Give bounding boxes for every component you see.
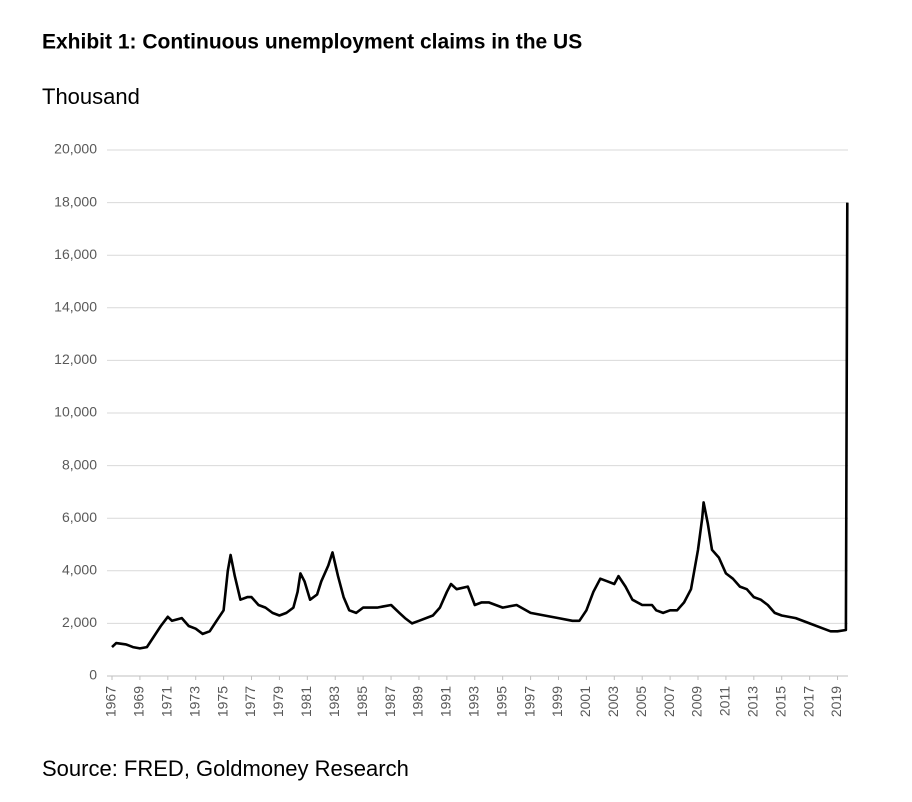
x-tick-label: 1985 <box>354 686 370 717</box>
x-tick-label: 1977 <box>242 686 258 717</box>
x-tick-label: 2019 <box>828 686 844 717</box>
x-tick-label: 2005 <box>633 686 649 717</box>
y-tick-label: 8,000 <box>62 456 97 472</box>
x-tick-label: 1967 <box>103 686 119 717</box>
y-tick-label: 12,000 <box>54 351 97 367</box>
x-tick-label: 2001 <box>577 686 593 717</box>
x-tick-label: 2011 <box>717 686 733 716</box>
x-tick-label: 1999 <box>549 686 565 717</box>
x-tick-label: 1971 <box>159 686 175 717</box>
y-tick-label: 10,000 <box>54 404 97 420</box>
x-tick-label: 1987 <box>382 686 398 717</box>
x-tick-label: 1993 <box>465 686 481 717</box>
y-tick-label: 18,000 <box>54 193 97 209</box>
y-tick-label: 0 <box>89 667 97 683</box>
x-tick-label: 2007 <box>661 686 677 717</box>
chart-subtitle: Thousand <box>42 84 140 109</box>
x-tick-label: 1983 <box>326 686 342 717</box>
x-tick-label: 1975 <box>214 686 230 717</box>
x-tick-label: 1969 <box>131 686 147 717</box>
x-tick-label: 1989 <box>410 686 426 717</box>
y-tick-label: 6,000 <box>62 509 97 525</box>
x-tick-label: 2017 <box>800 686 816 717</box>
x-tick-label: 2003 <box>605 686 621 717</box>
x-tick-label: 1991 <box>438 686 454 717</box>
y-tick-label: 16,000 <box>54 246 97 262</box>
y-tick-label: 14,000 <box>54 299 97 315</box>
chart-title: Exhibit 1: Continuous unemployment claim… <box>42 31 582 54</box>
y-tick-label: 4,000 <box>62 562 97 578</box>
x-tick-label: 1995 <box>493 686 509 717</box>
x-tick-label: 2009 <box>689 686 705 717</box>
x-tick-label: 2015 <box>772 686 788 717</box>
x-tick-label: 1981 <box>298 686 314 717</box>
x-tick-label: 1979 <box>270 686 286 717</box>
y-tick-label: 20,000 <box>54 141 97 157</box>
x-tick-label: 1973 <box>186 686 202 717</box>
data-line <box>111 202 849 650</box>
source-note: Source: FRED, Goldmoney Research <box>42 756 409 781</box>
y-tick-label: 2,000 <box>62 614 97 630</box>
x-tick-label: 2013 <box>745 686 761 717</box>
x-tick-label: 1997 <box>521 686 537 717</box>
